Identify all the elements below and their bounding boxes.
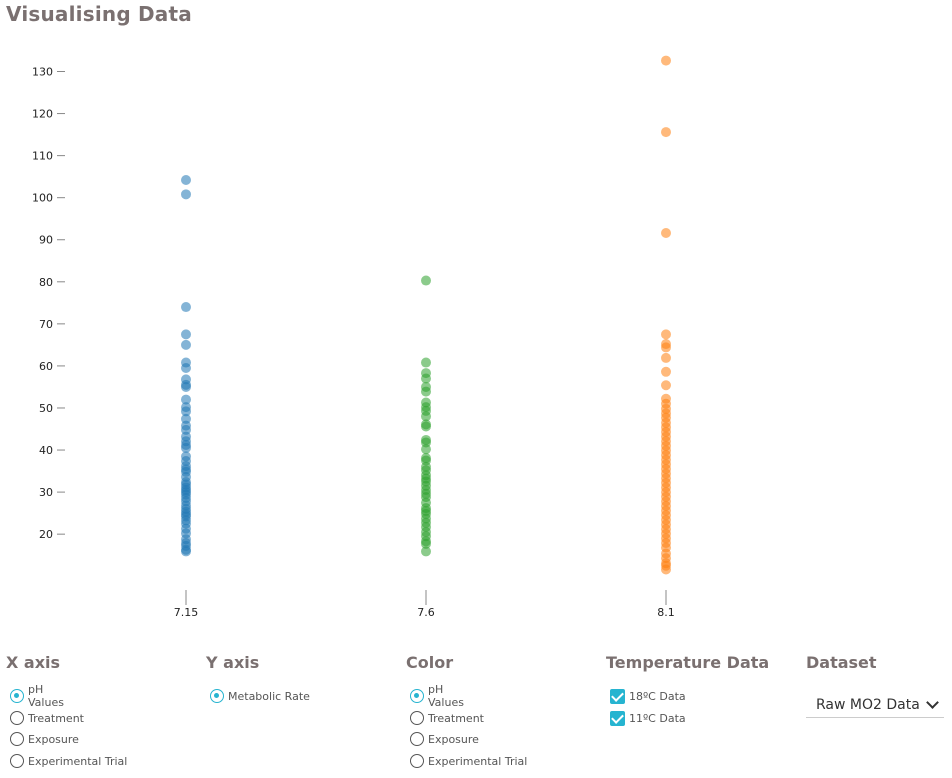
option-label: pH Values [28, 683, 64, 709]
data-point[interactable] [181, 175, 191, 186]
y-tick-label: 100 [32, 192, 53, 205]
y-tick-label: 70 [39, 318, 53, 331]
data-point[interactable] [421, 421, 431, 432]
option-label: Exposure [28, 732, 79, 746]
radio-icon [410, 711, 424, 725]
radio-icon [410, 732, 424, 746]
y-tick-label: 80 [39, 276, 53, 289]
data-point[interactable] [421, 546, 431, 557]
data-point[interactable] [181, 339, 191, 350]
x-axis-option-treatment[interactable]: Treatment [10, 708, 84, 728]
data-point[interactable] [421, 275, 431, 286]
temperature-option-18c[interactable]: 18ºC Data [610, 686, 730, 706]
x-axis: 7.15 7.6 8.1 [174, 590, 675, 619]
x-tick-label: 7.6 [417, 606, 435, 619]
data-point[interactable] [661, 55, 671, 66]
x-axis-option-exposure[interactable]: Exposure [10, 729, 79, 749]
data-point[interactable] [661, 329, 671, 340]
data-point[interactable] [181, 189, 191, 200]
color-option-ph[interactable]: pH Values [410, 683, 464, 709]
data-point[interactable] [181, 546, 191, 557]
option-label: Metabolic Rate [228, 689, 310, 703]
controls-panel: X axis pH Values Treatment Exposure Expe… [0, 652, 952, 778]
color-option-exposure[interactable]: Exposure [410, 729, 479, 749]
color-heading: Color [406, 653, 454, 672]
x-tick-label: 8.1 [657, 606, 675, 619]
y-tick-label: 120 [32, 108, 53, 121]
color-option-experimental-trial[interactable]: Experimental Trial [410, 751, 580, 771]
y-tick-label: 30 [39, 486, 53, 499]
x-axis-controls: X axis pH Values Treatment Exposure Expe… [6, 652, 127, 768]
temperature-controls: Temperature Data 18ºC Data 11ºC Data [606, 652, 786, 726]
data-point[interactable] [661, 380, 671, 391]
radio-icon [410, 689, 424, 703]
radio-icon [10, 732, 24, 746]
data-point[interactable] [181, 381, 191, 392]
option-label: Treatment [428, 711, 484, 725]
radio-icon [10, 754, 24, 768]
data-point[interactable] [421, 357, 431, 368]
data-point[interactable] [421, 444, 431, 455]
x-tick-label: 7.15 [174, 606, 199, 619]
data-point[interactable] [661, 342, 671, 353]
color-controls: Color pH Values Treatment Exposure Exper… [406, 652, 527, 768]
radio-icon [410, 754, 424, 768]
data-point[interactable] [181, 329, 191, 340]
color-option-treatment[interactable]: Treatment [410, 708, 484, 728]
radio-icon [10, 689, 24, 703]
data-point[interactable] [181, 302, 191, 313]
dataset-select[interactable]: Raw MO2 Data [806, 692, 944, 718]
checkbox-icon [610, 688, 625, 704]
dataset-heading: Dataset [806, 653, 877, 672]
data-point[interactable] [661, 564, 671, 575]
y-tick-label: 110 [32, 150, 53, 163]
y-tick-label: 40 [39, 444, 53, 457]
radio-icon [10, 711, 24, 725]
data-points [181, 55, 671, 575]
dataset-controls: Dataset Raw MO2 Data [806, 652, 944, 718]
option-label: Treatment [28, 711, 84, 725]
data-point[interactable] [661, 127, 671, 138]
y-axis-controls: Y axis Metabolic Rate [206, 652, 310, 703]
option-label: Experimental Trial [28, 754, 128, 768]
data-point[interactable] [181, 442, 191, 453]
y-tick-label: 60 [39, 360, 53, 373]
option-label: 11ºC Data [629, 711, 686, 725]
y-tick-label: 20 [39, 528, 53, 541]
radio-icon [210, 689, 224, 703]
option-label: pH Values [428, 683, 464, 709]
checkbox-icon [610, 710, 625, 726]
data-point[interactable] [421, 373, 431, 384]
dataset-selected-value: Raw MO2 Data [816, 696, 920, 713]
data-point[interactable] [181, 363, 191, 374]
data-point[interactable] [181, 406, 191, 417]
page-title: Visualising Data [6, 2, 192, 26]
data-point[interactable] [421, 538, 431, 549]
temperature-option-11c[interactable]: 11ºC Data [610, 708, 730, 728]
temperature-heading: Temperature Data [606, 653, 770, 672]
data-point[interactable] [661, 352, 671, 363]
y-tick-label: 130 [32, 66, 53, 79]
data-point[interactable] [421, 386, 431, 397]
chevron-down-icon [925, 696, 939, 709]
y-axis-option-metabolic-rate[interactable]: Metabolic Rate [210, 686, 380, 706]
option-label: 18ºC Data [629, 689, 686, 703]
data-point[interactable] [421, 411, 431, 422]
data-point[interactable] [661, 366, 671, 377]
option-label: Exposure [428, 732, 479, 746]
x-axis-option-ph[interactable]: pH Values [10, 683, 64, 709]
y-tick-label: 50 [39, 402, 53, 415]
x-axis-heading: X axis [6, 653, 61, 672]
y-tick-label: 90 [39, 234, 53, 247]
y-axis: 20 30 40 50 60 70 80 90 100 110 120 130 [32, 66, 65, 541]
scatter-chart: 20 30 40 50 60 70 80 90 100 110 120 130 7.15 7.6 8.1 [32, 55, 675, 619]
y-axis-heading: Y axis [206, 653, 260, 672]
data-point[interactable] [661, 228, 671, 239]
option-label: Experimental Trial [428, 754, 528, 768]
x-axis-option-experimental-trial[interactable]: Experimental Trial [10, 751, 180, 771]
data-point[interactable] [181, 394, 191, 405]
